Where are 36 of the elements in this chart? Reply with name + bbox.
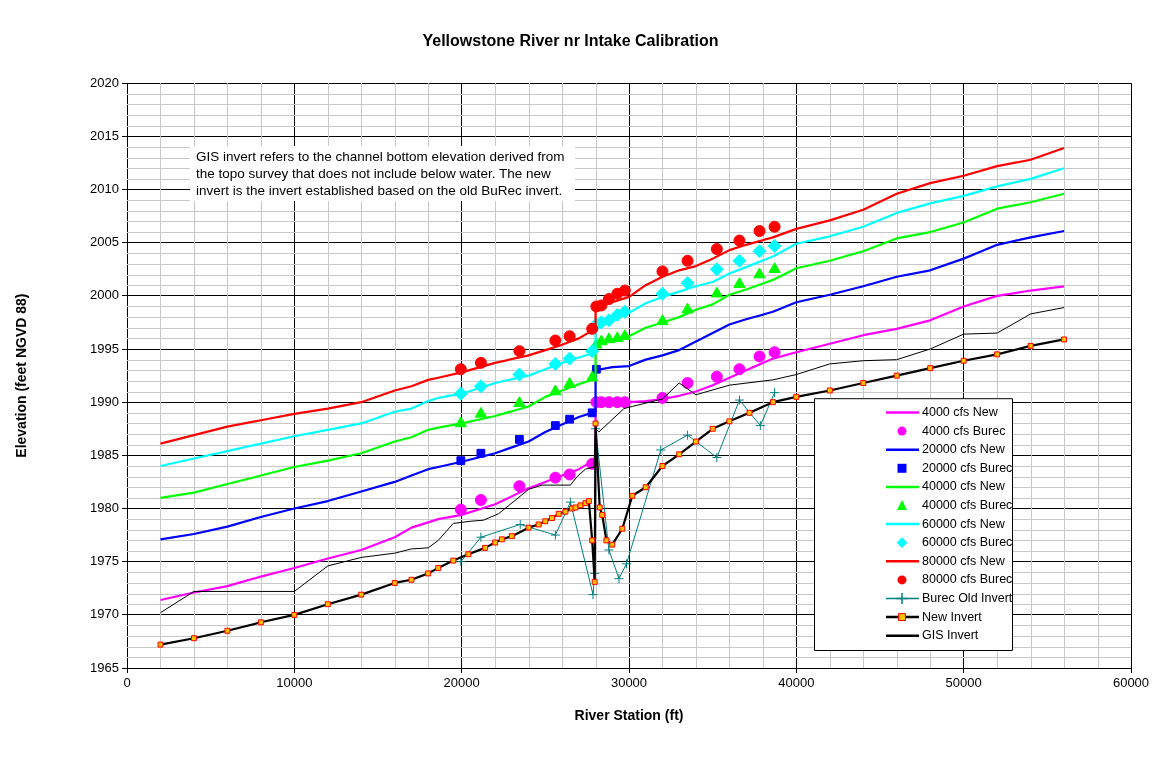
legend-label: 60000 cfs Burec: [922, 535, 1013, 550]
y-tick-label: 1990: [90, 393, 119, 409]
y-tick-label: 1980: [90, 500, 119, 516]
y-tick-label: 1985: [90, 446, 119, 462]
legend-label: 60000 cfs New: [922, 516, 1006, 531]
y-tick-label: 1975: [90, 553, 119, 569]
y-axis-title: Elevation (feet NGVD 88): [13, 293, 30, 458]
x-tick-label: 20000: [443, 675, 480, 691]
y-tick-label: 2005: [90, 234, 119, 250]
x-axis-title: River Station (ft): [574, 707, 684, 724]
y-tick-label: 1995: [90, 340, 119, 356]
y-tick-label: 2020: [90, 74, 119, 90]
x-tick-label: 10000: [276, 675, 313, 691]
legend-label: 80000 cfs Burec: [922, 572, 1013, 587]
annotation: GIS invert refers to the channel bottom elevation derived from the topo survey that does not include below water. The new invert is the invert established based on the old BuRec invert.: [196, 148, 566, 199]
y-tick-label: 2015: [90, 127, 119, 143]
legend-label: 4000 cfs New: [922, 404, 999, 419]
chart-title: Yellowstone River nr Intake Calibration: [422, 32, 719, 50]
y-tick-label: 2000: [90, 287, 119, 303]
legend-label: 40000 cfs Burec: [922, 497, 1013, 512]
legend-label: 80000 cfs New: [922, 553, 1006, 568]
x-tick-label: 30000: [610, 675, 648, 691]
legend-label: Burec Old Invert: [922, 590, 1013, 605]
x-tick-label: 40000: [778, 675, 815, 691]
y-tick-label: 2010: [90, 181, 119, 197]
legend-label: 20000 cfs Burec: [922, 460, 1013, 475]
legend-label: 4000 cfs Burec: [922, 423, 1006, 438]
x-tick-label: 50000: [945, 675, 982, 691]
x-tick-label: 0: [123, 675, 131, 691]
y-tick-label: 1965: [90, 659, 119, 675]
legend-label: New Invert: [922, 609, 983, 624]
legend-label: GIS Invert: [922, 628, 979, 643]
legend-label: 20000 cfs New: [922, 442, 1006, 457]
y-tick-label: 1970: [90, 606, 119, 622]
x-tick-label: 60000: [1112, 675, 1150, 691]
legend-label: 40000 cfs New: [922, 479, 1006, 494]
